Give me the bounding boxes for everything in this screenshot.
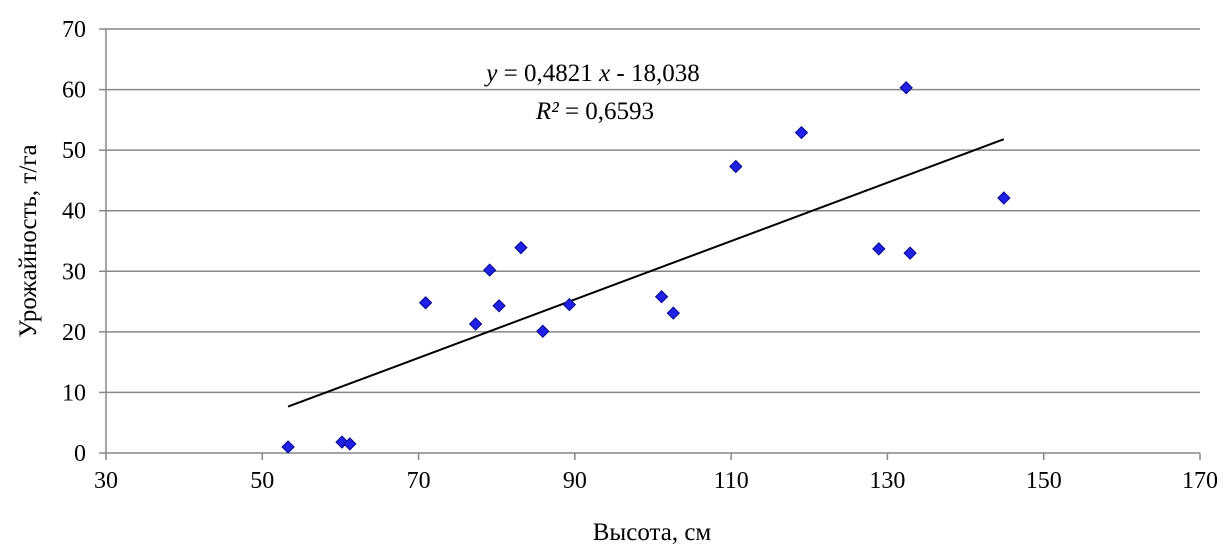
data-point-11 [654, 290, 669, 304]
data-point-13 [729, 159, 743, 174]
data-point-6 [482, 263, 497, 277]
data-point-18 [997, 191, 1011, 205]
data-point-10 [562, 297, 577, 312]
data-point-12 [666, 306, 681, 320]
x-axis-title: Высота, см [593, 519, 712, 546]
y-tick-label: 30 [62, 259, 86, 285]
trendline-r-squared: R² = 0,6593 [535, 98, 654, 125]
data-point-1 [281, 440, 295, 454]
x-tick-label: 50 [250, 468, 274, 494]
data-point-3 [343, 437, 357, 451]
data-point-15 [872, 242, 886, 256]
axes [99, 28, 1201, 460]
y-tick-label: 0 [74, 441, 86, 467]
data-point-5 [468, 317, 483, 331]
x-tick-label: 90 [563, 468, 587, 494]
data-point-14 [794, 125, 809, 140]
data-point-7 [492, 299, 506, 313]
y-tick-label: 60 [62, 78, 86, 104]
y-tick-label: 70 [62, 17, 86, 43]
data-point-16 [899, 81, 913, 95]
x-tick-label: 150 [1026, 468, 1062, 494]
trendline [287, 138, 1005, 408]
y-tick-labels: 0 10 20 30 40 50 60 70 [62, 17, 86, 467]
trendline-equation: y = 0,4821 x - 18,038 [483, 60, 699, 87]
data-point-17 [903, 246, 917, 260]
y-tick-label: 20 [62, 320, 86, 346]
x-tick-label: 70 [407, 468, 431, 494]
data-point-9 [536, 324, 550, 338]
y-axis-title: Урожайность, т/га [15, 144, 42, 337]
x-tick-label: 30 [94, 468, 118, 494]
x-tick-label: 110 [714, 468, 749, 494]
y-tick-label: 50 [62, 138, 86, 164]
x-tick-labels: 30 50 70 90 110 130 150 170 [94, 468, 1218, 494]
y-tick-label: 10 [62, 380, 86, 406]
y-tick-label: 40 [62, 199, 86, 225]
data-point-8 [514, 240, 528, 255]
data-point-4 [418, 296, 433, 310]
x-tick-label: 170 [1182, 468, 1218, 494]
x-tick-label: 130 [869, 468, 905, 494]
data-points [281, 81, 1011, 454]
